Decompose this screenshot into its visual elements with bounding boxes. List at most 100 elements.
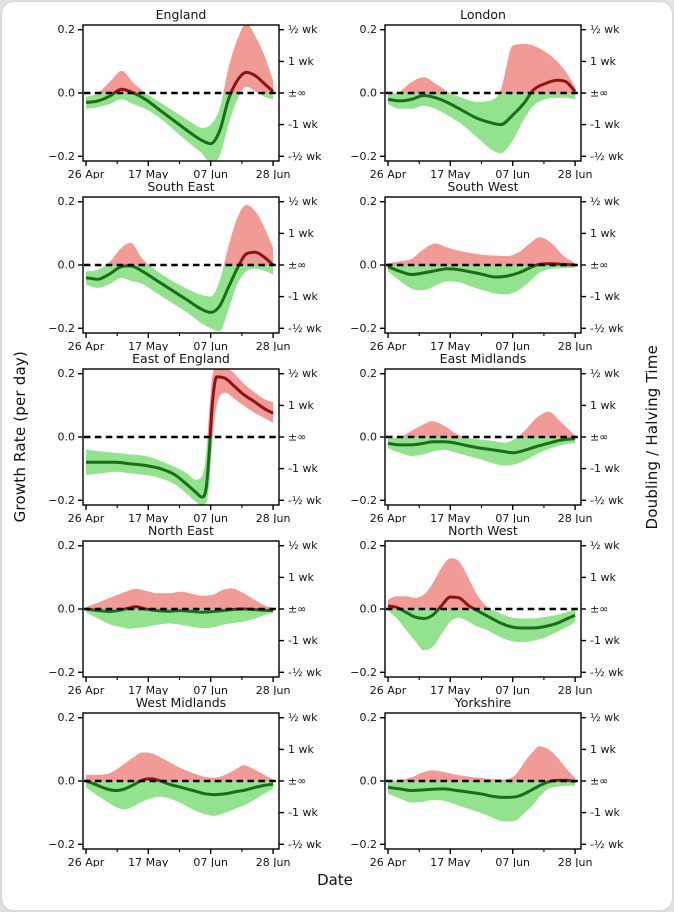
confidence-band-positive — [395, 44, 576, 93]
x-tick-label: 07 Jun — [193, 512, 228, 523]
x-tick-label: 26 Apr — [68, 340, 105, 351]
confidence-band-positive — [388, 237, 576, 265]
subplot-title: West Midlands — [136, 695, 226, 710]
x-tick-label: 17 May — [430, 684, 471, 695]
x-tick-label: 07 Jun — [193, 340, 228, 351]
x-tick-label: 28 Jun — [558, 512, 593, 523]
x-tick-label: 28 Jun — [256, 512, 291, 523]
subplot-title: East of England — [132, 351, 230, 366]
y-axis-label-left: Growth Rate (per day) — [7, 7, 33, 867]
y-tick-label-right: 1 wk — [590, 55, 616, 68]
y-tick-label-left: 0.2 — [58, 711, 76, 724]
y-tick-label-right: -1 wk — [590, 118, 620, 131]
y-tick-label-right: ½ wk — [590, 23, 620, 36]
y-tick-label-left: 0.0 — [58, 87, 76, 100]
y-tick-label-right: ±∞ — [288, 603, 306, 616]
confidence-band-negative — [388, 437, 576, 466]
growth-rate-line-negative — [396, 609, 576, 630]
growth-rate-line-positive — [208, 375, 274, 437]
y-tick-label-left: 0.0 — [360, 775, 378, 788]
y-tick-label-right: 1 wk — [288, 55, 314, 68]
x-tick-label: 17 May — [430, 512, 471, 523]
subplot-title: South West — [447, 179, 518, 194]
y-tick-label-right: -1 wk — [590, 634, 620, 647]
confidence-band-positive — [105, 204, 274, 265]
growth-rate-line-negative — [85, 93, 233, 146]
y-tick-label-right: -1 wk — [288, 806, 318, 819]
x-tick-label: 07 Jun — [495, 340, 530, 351]
growth-rate-line-negative — [85, 781, 274, 797]
y-tick-label-right: ½ wk — [288, 367, 318, 380]
subplot-west-midlands: 0.2 0.0 −0.2 ½ wk 1 wk ±∞ -1 wk -½ wk 26 Apr 17 M… — [48, 695, 322, 867]
x-tick-label: 28 Jun — [256, 684, 291, 695]
confidence-band-negative — [388, 93, 576, 154]
y-tick-label-left: 0.0 — [360, 603, 378, 616]
y-tick-label-right: -1 wk — [288, 290, 318, 303]
x-tick-label: 17 May — [128, 512, 169, 523]
growth-rate-line-negative — [86, 437, 212, 499]
x-tick-label: 17 May — [128, 684, 169, 695]
y-tick-label-left: −0.2 — [350, 494, 377, 507]
y-tick-label-left: 0.2 — [360, 711, 378, 724]
confidence-band-negative — [86, 609, 274, 629]
y-tick-label-right: ±∞ — [288, 87, 306, 100]
x-tick-label: 17 May — [128, 340, 169, 351]
x-tick-label: 26 Apr — [68, 684, 105, 695]
x-tick-label: 28 Jun — [256, 168, 291, 179]
confidence-band-negative — [86, 437, 213, 505]
x-tick-label: 26 Apr — [370, 512, 407, 523]
x-tick-label: 28 Jun — [558, 340, 593, 351]
y-tick-label-left: −0.2 — [48, 666, 75, 679]
confidence-band-positive — [207, 369, 274, 437]
y-tick-label-right: -1 wk — [590, 806, 620, 819]
y-tick-label-left: 0.0 — [360, 259, 378, 272]
subplot-title: North West — [448, 523, 518, 538]
growth-rate-line-negative — [387, 437, 576, 455]
y-tick-label-right: ½ wk — [288, 711, 318, 724]
confidence-band-positive — [97, 25, 274, 93]
y-tick-label-left: 0.0 — [360, 431, 378, 444]
y-tick-label-right: 1 wk — [590, 399, 616, 412]
y-tick-label-right: -½ wk — [590, 322, 624, 335]
y-axis-label-right-text: Doubling / Halving Time — [643, 344, 661, 530]
subplot-east-midlands: 0.2 0.0 −0.2 ½ wk 1 wk ±∞ -1 wk -½ wk 26 Apr 17 M… — [350, 351, 624, 523]
growth-rate-line-negative — [387, 93, 533, 127]
y-tick-label-right: 1 wk — [288, 571, 314, 584]
x-tick-label: 26 Apr — [370, 168, 407, 179]
x-tick-label: 17 May — [128, 856, 169, 867]
y-tick-label-right: ½ wk — [288, 195, 318, 208]
confidence-band-negative — [86, 781, 274, 816]
x-tick-label: 07 Jun — [495, 684, 530, 695]
y-tick-label-right: ±∞ — [590, 603, 608, 616]
y-tick-label-right: ½ wk — [288, 539, 318, 552]
y-tick-label-left: 0.0 — [58, 259, 76, 272]
confidence-band-positive — [388, 558, 576, 609]
y-tick-label-right: -½ wk — [288, 838, 322, 851]
x-tick-label: 07 Jun — [193, 684, 228, 695]
x-tick-label: 26 Apr — [370, 856, 407, 867]
y-tick-label-right: -½ wk — [590, 838, 624, 851]
x-tick-label: 28 Jun — [558, 168, 593, 179]
growth-rate-line-negative — [387, 265, 576, 279]
y-tick-label-right: -1 wk — [288, 462, 318, 475]
y-tick-label-left: 0.2 — [58, 539, 76, 552]
y-tick-label-right: -½ wk — [288, 150, 322, 163]
subplot-title: South East — [147, 179, 214, 194]
subplot-title: North East — [148, 523, 214, 538]
y-tick-label-right: -1 wk — [590, 462, 620, 475]
y-tick-label-left: 0.2 — [360, 539, 378, 552]
y-tick-label-left: 0.2 — [360, 23, 378, 36]
growth-rate-line-positive — [121, 250, 275, 265]
confidence-band-negative — [388, 609, 576, 651]
subplot-north-west: 0.2 0.0 −0.2 ½ wk 1 wk ±∞ -1 wk -½ wk 26 Apr 17 M… — [350, 523, 624, 695]
x-tick-label: 26 Apr — [68, 856, 105, 867]
y-tick-label-right: -½ wk — [288, 322, 322, 335]
confidence-band-positive — [86, 752, 274, 781]
figure-body: Growth Rate (per day) 0.2 0.0 −0.2 ½ wk 1 wk… — [2, 7, 672, 867]
y-axis-label-left-text: Growth Rate (per day) — [11, 351, 29, 523]
x-tick-label: 28 Jun — [256, 856, 291, 867]
y-tick-label-right: -½ wk — [590, 150, 624, 163]
x-tick-label: 26 Apr — [68, 168, 105, 179]
y-tick-label-left: 0.2 — [58, 23, 76, 36]
growth-rate-line-positive — [529, 78, 577, 93]
